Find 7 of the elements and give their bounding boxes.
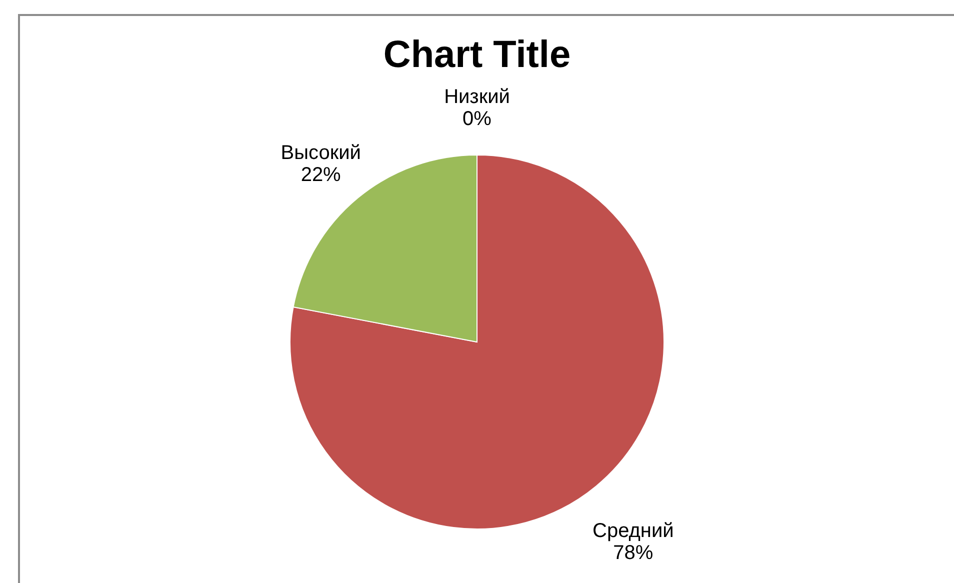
text: 0%	[462, 108, 492, 130]
slice-label: Высокий	[280, 142, 361, 164]
category-label: Низкий	[444, 86, 510, 108]
data-label: 22%	[300, 164, 342, 186]
slice-label: Средний	[592, 520, 674, 542]
chart-title: Chart Title	[383, 34, 571, 76]
data-label: 78%	[613, 542, 654, 564]
